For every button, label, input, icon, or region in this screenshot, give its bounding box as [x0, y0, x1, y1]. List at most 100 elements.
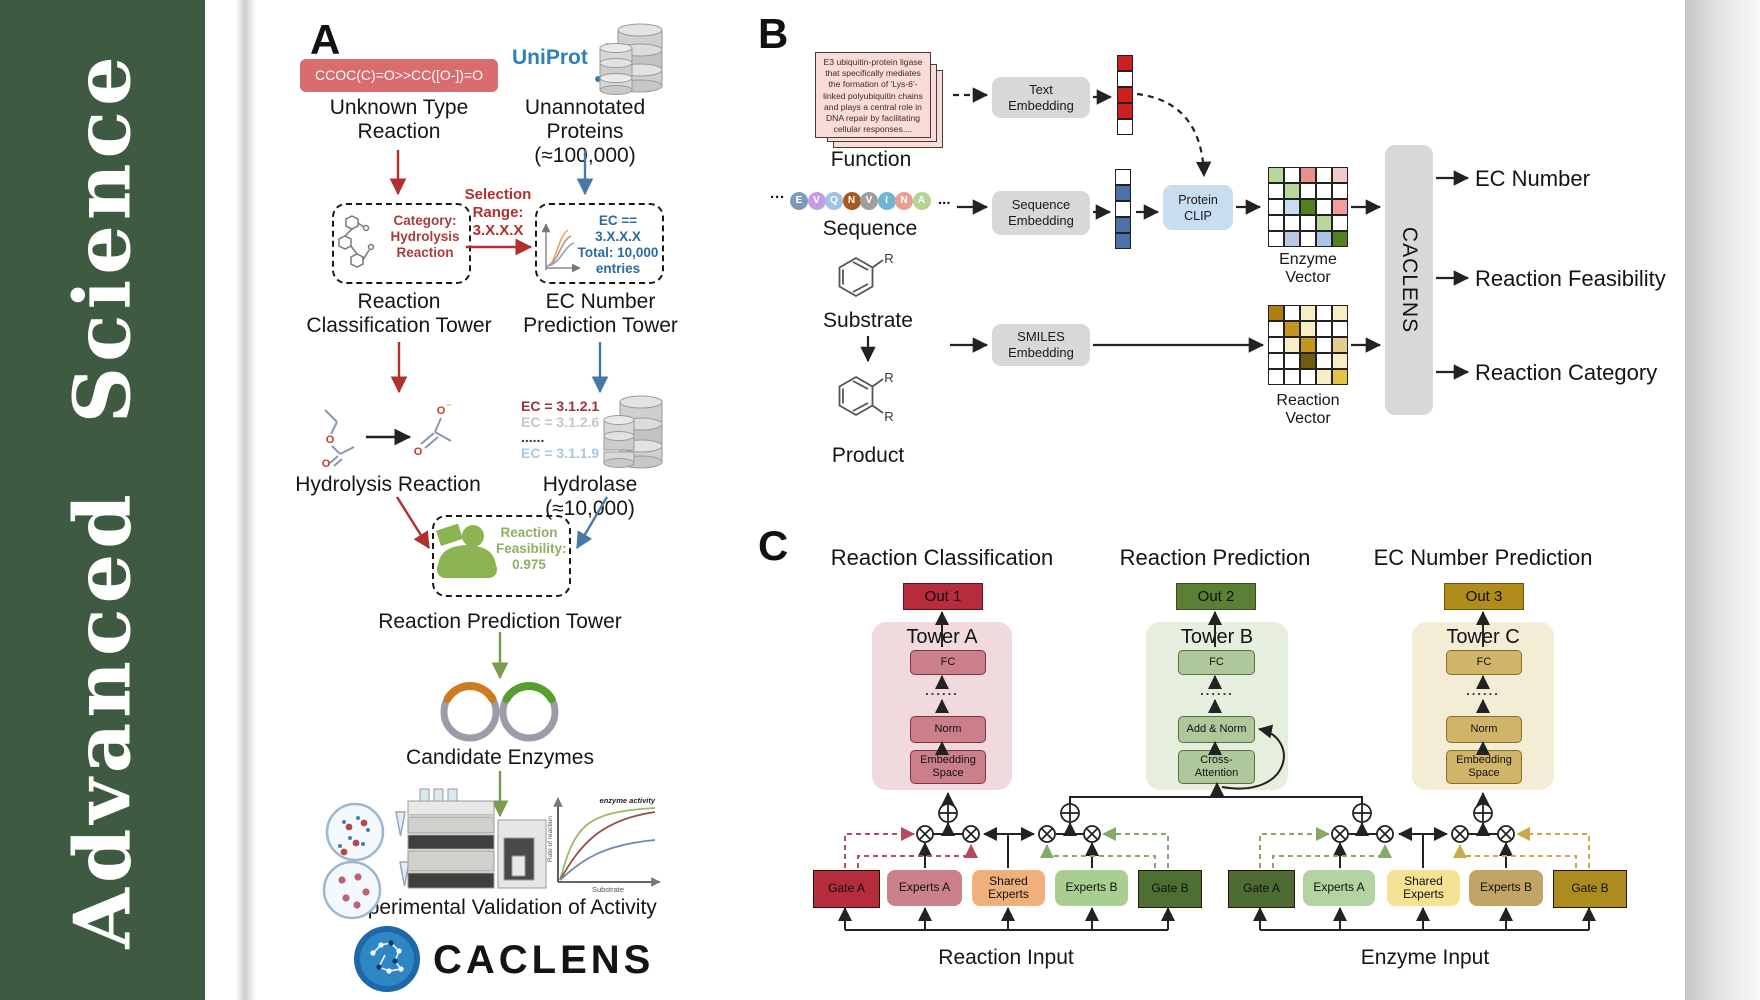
matrix-cell [1268, 231, 1284, 247]
page-fold-shadow-left [236, 0, 256, 1000]
matrix-cell [1332, 231, 1348, 247]
matrix-cell [1284, 337, 1300, 353]
enzyme-vector-label: Enzyme Vector [1279, 251, 1337, 286]
residue-circle: I [877, 191, 896, 210]
reaction-input-label: Reaction Input [938, 946, 1074, 969]
reaction-gate-b: Gate B [1138, 870, 1202, 908]
matrix-cell [1268, 321, 1284, 337]
reaction-vector-label: Reaction Vector [1276, 392, 1340, 427]
reaction-experts-a: Experts A [887, 870, 962, 906]
matrix-cell [1316, 321, 1332, 337]
database-icon-hydrolase [603, 395, 663, 469]
ec-list-item: EC = 3.1.2.1 [521, 398, 600, 414]
residue-circle: V [860, 191, 878, 210]
matrix-cell [1316, 183, 1332, 199]
enzyme-shared-experts: Shared Experts [1387, 870, 1460, 906]
graph-ylabel: Rate of reaction [547, 816, 554, 862]
matrix-cell [1284, 183, 1300, 199]
product-label: Product [831, 444, 905, 467]
vector-cell [1115, 233, 1131, 249]
smiles-embedding-box: SMILES Embedding [992, 324, 1090, 366]
sequence-ellipsis-left: ··· [770, 189, 785, 206]
matrix-cell [1284, 369, 1300, 385]
reaction-gate-a: Gate A [813, 870, 880, 908]
enzyme-gate-b: Gate B [1553, 870, 1627, 908]
output-ec-number: EC Number [1475, 166, 1590, 191]
reaction-shared-experts: Shared Experts [972, 870, 1045, 906]
matrix-cell [1332, 199, 1348, 215]
validation-label: Experimental Validation of Activity [343, 896, 657, 919]
hplc-instrument-icon [407, 788, 547, 889]
matrix-cell [1316, 167, 1332, 183]
minus-charge: − [446, 400, 451, 410]
output-reaction-category: Reaction Category [1475, 360, 1658, 385]
matrix-cell [1332, 183, 1348, 199]
smiles-reaction-box: CCOC(C)=O>>CC([O-])=O [300, 59, 498, 92]
reaction-vector-matrix [1268, 305, 1348, 385]
matrix-cell [1268, 369, 1284, 385]
residue-circle: A [912, 191, 931, 210]
matrix-cell [1332, 167, 1348, 183]
enzyme-experts-b: Experts B [1469, 870, 1543, 906]
kinetics-graph: enzyme activity Rate of reaction Substra… [547, 796, 661, 894]
residue-circle: E [790, 191, 808, 210]
matrix-cell [1332, 305, 1348, 321]
header-ec-number-prediction: EC Number Prediction [1373, 545, 1593, 570]
matrix-cell [1300, 321, 1316, 337]
matrix-cell [1284, 199, 1300, 215]
tower-b-fc: FC [1178, 650, 1255, 675]
ec-list-item: EC = 3.1.1.9 [521, 444, 600, 461]
enzyme-icon-label: Enzyme [451, 563, 487, 574]
panel-b-arrows [860, 87, 1470, 380]
hydrolysis-reaction-label: Hydrolysis Reaction [295, 473, 481, 496]
matrix-cell [1332, 337, 1348, 353]
matrix-cell [1268, 199, 1284, 215]
matrix-cell [1300, 183, 1316, 199]
sequence-ellipsis-right: ... [938, 191, 951, 208]
gate-routes [844, 827, 1590, 868]
caclens-wordmark: CACLENS [433, 938, 655, 982]
header-reaction-prediction: Reaction Prediction [1119, 545, 1311, 570]
sequence-embedding-box: Sequence Embedding [992, 191, 1090, 235]
matrix-cell [1284, 231, 1300, 247]
matrix-cell [1300, 305, 1316, 321]
matrix-cell [1284, 305, 1300, 321]
r-group-label: R [884, 409, 893, 424]
o-atom: O [326, 434, 335, 446]
vector-cell [1117, 87, 1133, 103]
ec-number-prediction-tower-label: EC Number Prediction Tower [523, 290, 678, 337]
panel-a-label: A [310, 16, 341, 63]
reaction-prediction-tower-label: Reaction Prediction Tower [378, 610, 622, 633]
hydrolase-label: Hydrolase (≈10,000) [542, 473, 638, 520]
multiply-add-symbols [916, 803, 1515, 843]
tower-c-fc: FC [1446, 650, 1522, 675]
panel-b-label: B [758, 10, 789, 57]
residue-circle: Q [825, 191, 843, 210]
unknown-reaction-label: Unknown Type Reaction [329, 96, 469, 143]
ec-total-label: EC == 3.X.X.X Total: 10,000 entries [577, 213, 659, 276]
matrix-cell [1284, 321, 1300, 337]
vector-cell [1115, 217, 1131, 233]
out1-box: Out 1 [903, 583, 983, 610]
o-atom: O [414, 446, 423, 458]
vector-cell [1115, 185, 1131, 201]
journal-banner: Advanced Science [0, 0, 205, 1000]
residue-circle: V [807, 191, 826, 210]
matrix-cell [1316, 337, 1332, 353]
substrate-molecule [838, 256, 884, 298]
matrix-cell [1284, 167, 1300, 183]
vector-cell [1117, 55, 1133, 71]
graph-xlabel: Substrate [592, 885, 624, 894]
vector-cell [1117, 103, 1133, 119]
matrix-cell [1316, 231, 1332, 247]
product-molecule [838, 375, 884, 417]
text-embedding-vector [1117, 55, 1133, 135]
tower-a-dots: ...... [925, 683, 959, 698]
tower-b-cross-attention: Cross- Attention [1178, 750, 1255, 784]
tower-a-norm: Norm [910, 716, 986, 743]
matrix-cell [1300, 199, 1316, 215]
ester-molecule-sketch [324, 409, 355, 467]
matrix-cell [1316, 305, 1332, 321]
